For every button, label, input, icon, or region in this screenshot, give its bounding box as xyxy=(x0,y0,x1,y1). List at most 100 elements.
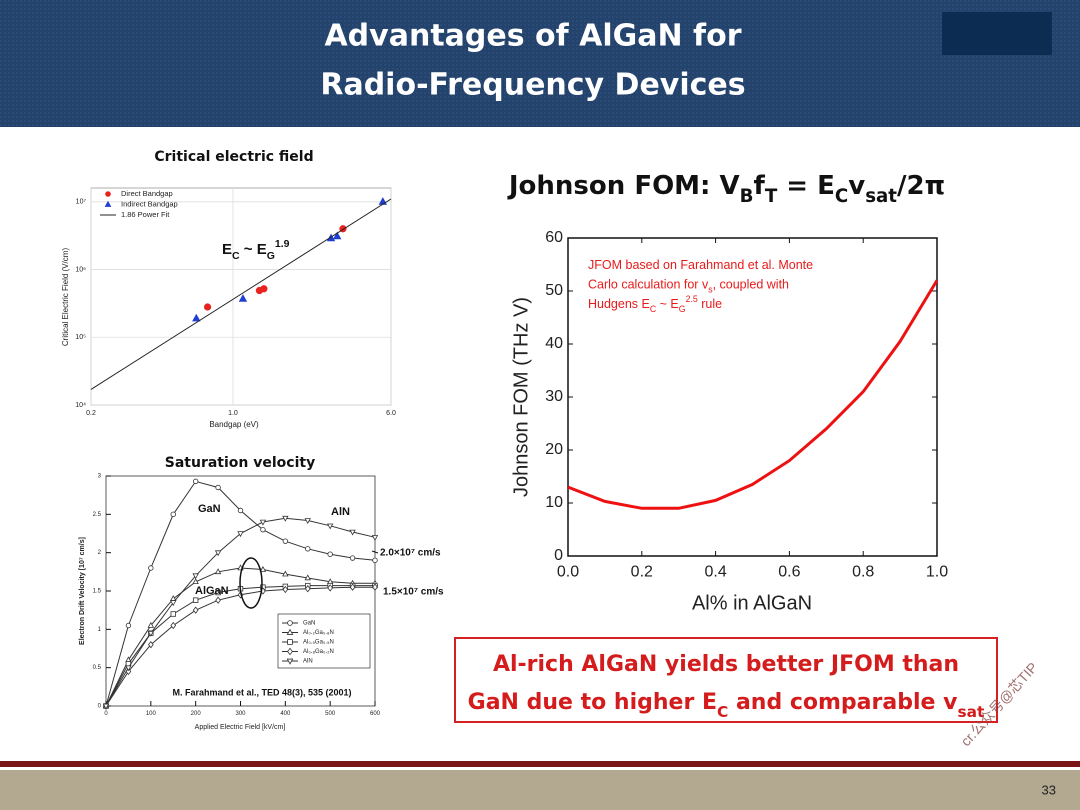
point xyxy=(238,294,248,302)
point xyxy=(214,550,222,557)
y-tick-label: 1.5 xyxy=(93,589,102,595)
point xyxy=(215,596,221,604)
annotation: M. Farahmand et al., TED 48(3), 535 (200… xyxy=(172,687,351,697)
x-tick-label: 0.6 xyxy=(778,564,800,581)
point xyxy=(237,507,244,514)
page-number: 33 xyxy=(1042,782,1056,797)
x-tick-label: 300 xyxy=(235,711,246,717)
text-part: Al-rich AlGaN yields better JFOM than xyxy=(493,652,959,677)
legend-marker xyxy=(287,639,293,645)
point xyxy=(372,583,378,591)
chart-title: Critical electric field xyxy=(154,149,313,165)
y-tick-label: 10⁴ xyxy=(75,402,86,409)
y-tick-label: 1 xyxy=(98,627,102,633)
point xyxy=(102,703,110,710)
annotation: EC ~ EG1.9 xyxy=(222,238,290,262)
point xyxy=(170,621,177,630)
text-part: G xyxy=(267,250,275,262)
legend-marker xyxy=(287,647,293,656)
y-tick-label: 60 xyxy=(545,229,563,246)
point xyxy=(282,515,289,522)
point xyxy=(282,538,289,544)
point xyxy=(125,665,132,672)
legend-marker xyxy=(286,628,294,635)
point xyxy=(125,622,132,629)
x-tick-label: 600 xyxy=(370,711,381,717)
y-tick-label: 0 xyxy=(98,704,102,710)
text-part: sat xyxy=(957,703,984,721)
text-part: s xyxy=(708,285,713,295)
x-tick-label: 1.0 xyxy=(228,410,238,417)
y-tick-label: 10 xyxy=(545,494,563,511)
legend-label: Al₀.₈Ga₀.₂N xyxy=(303,649,334,655)
point xyxy=(147,621,155,628)
x-axis-label: Applied Electric Field [kV/cm] xyxy=(195,724,286,731)
x-tick-label: 6.0 xyxy=(386,410,396,417)
text-part: C xyxy=(650,304,656,314)
y-tick-label: 20 xyxy=(545,441,563,458)
y-axis-label: Electron Drift Velocity [10⁷ cm/s] xyxy=(79,537,86,645)
y-tick-label: 0.5 xyxy=(93,665,102,671)
text-part: v xyxy=(848,171,865,201)
point xyxy=(326,523,334,530)
legend-label: Direct Bandgap xyxy=(121,189,173,198)
text-part: and comparable v xyxy=(728,690,958,715)
y-axis-label: Critical Electric Field (V/cm) xyxy=(61,248,70,347)
text-part: C xyxy=(835,186,848,207)
point xyxy=(192,478,199,485)
point xyxy=(237,531,244,538)
legend-label: 1.86 Power Fit xyxy=(121,210,170,219)
y-tick-label: 3 xyxy=(98,474,102,480)
point xyxy=(192,573,199,580)
text-part: sat xyxy=(865,186,897,207)
text-part: GaN due to higher E xyxy=(468,690,717,715)
annotation: GaN xyxy=(198,503,221,515)
series-line xyxy=(90,198,392,390)
y-tick-label: 2 xyxy=(98,550,102,556)
annotation: AlGaN xyxy=(195,585,229,597)
text-part: E xyxy=(222,241,232,258)
legend-label: AlN xyxy=(303,659,313,665)
point xyxy=(259,565,267,572)
annotation: Carlo calculation for vs, coupled with xyxy=(588,278,789,295)
point xyxy=(148,565,154,571)
plot-area xyxy=(90,187,392,406)
point xyxy=(349,583,356,591)
x-tick-label: 0.2 xyxy=(86,410,96,417)
header-band xyxy=(0,0,1080,127)
header-title: Radio-Frequency Devices xyxy=(320,68,745,103)
y-tick-label: 2.5 xyxy=(93,512,102,518)
point xyxy=(215,589,221,596)
callout-box xyxy=(454,637,998,723)
point xyxy=(371,535,379,541)
text-part: , coupled with xyxy=(713,278,789,292)
y-tick-label: 10⁷ xyxy=(76,199,87,206)
x-tick-label: 0 xyxy=(104,711,108,717)
x-tick-label: 0.2 xyxy=(631,564,653,581)
point xyxy=(304,574,311,581)
annotation: Hudgens EC ~ EG2.5 rule xyxy=(588,294,722,314)
text-part: = E xyxy=(777,171,835,201)
x-tick-label: 0.4 xyxy=(704,564,726,581)
text-part: 1.9 xyxy=(275,238,290,250)
text-part: JFOM based on Farahmand et al. Monte xyxy=(588,258,813,272)
chart-title: Saturation velocity xyxy=(165,455,315,471)
header-title: Advantages of AlGaN for xyxy=(324,19,741,54)
x-axis-label: Bandgap (eV) xyxy=(209,420,259,429)
header-box xyxy=(942,12,1052,55)
text-part: ~ E xyxy=(240,241,267,258)
text-part: G xyxy=(679,304,686,314)
text-part: ~ E xyxy=(656,297,679,311)
point xyxy=(372,557,378,564)
point xyxy=(192,313,201,322)
point xyxy=(203,303,212,311)
x-tick-label: 0.0 xyxy=(557,564,579,581)
legend-label: Al₀.₅Ga₀.₅N xyxy=(303,640,334,646)
point xyxy=(192,578,199,585)
point xyxy=(260,285,268,293)
text-part: Carlo calculation for v xyxy=(588,278,709,292)
point xyxy=(332,231,342,240)
point xyxy=(147,630,155,637)
chart-title: Johnson FOM: VBfT = ECvsat/2π xyxy=(507,171,945,207)
